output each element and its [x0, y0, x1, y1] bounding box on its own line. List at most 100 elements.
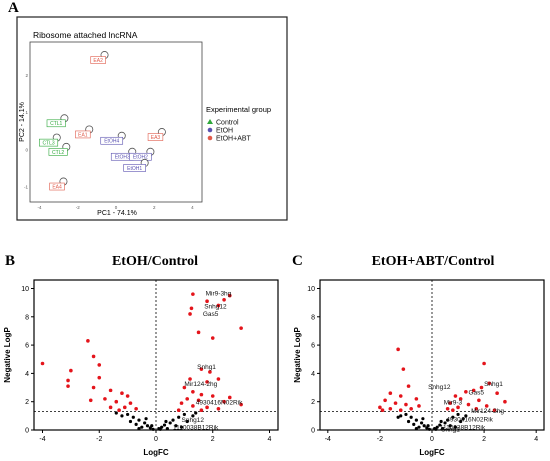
pca-sample-label-box: [75, 130, 91, 139]
vc-nonsignificant-point: [399, 414, 403, 418]
vb-significant-point: [185, 397, 190, 401]
pca-sample-label: EA4: [52, 184, 62, 190]
vb-nonsignificant-point: [164, 419, 168, 424]
vc-significant-point: [398, 394, 403, 398]
volcano-c-x-axis-label: LogFC: [419, 448, 445, 457]
pca-sample-label: EA2: [93, 58, 103, 64]
vb-nonsignificant-point: [128, 419, 133, 424]
vb-nonsignificant-point: [126, 412, 130, 417]
vc-significant-point: [453, 394, 458, 398]
vb-nonsignificant-point: [137, 418, 141, 422]
vb-significant-point: [199, 408, 204, 412]
legend-circle-marker: [207, 127, 213, 133]
vb-significant-point: [103, 397, 107, 401]
vb-gene-label: Mir124-2hg: [184, 381, 217, 388]
pca-sample-label: EA3: [151, 135, 161, 141]
pca-legend-title: Experimental group: [206, 105, 271, 114]
pca-sample-label-box: [90, 56, 106, 64]
vb-significant-point: [199, 367, 204, 371]
vb-y-tick-label: 4: [25, 371, 29, 378]
pca-sample-label-box: [48, 148, 68, 156]
vb-significant-point: [108, 388, 113, 393]
vc-gene-label: Mir9-3: [444, 400, 463, 407]
vb-nonsignificant-point: [168, 421, 172, 425]
vb-significant-point: [196, 330, 201, 335]
pca-sample-label: EtOH3: [115, 155, 130, 161]
vb-significant-point: [122, 405, 127, 410]
vb-significant-point: [97, 363, 102, 367]
vc-significant-point: [482, 361, 486, 366]
pca-x-tick-label: 0: [115, 205, 118, 210]
vb-nonsignificant-point: [182, 412, 186, 417]
vb-gene-label: Gas5: [203, 311, 219, 318]
vb-significant-point: [205, 380, 209, 384]
legend-entry-label: EtOH+ABT: [216, 136, 252, 143]
vb-significant-point: [86, 339, 90, 343]
pca-x-tick-label: -2: [76, 205, 80, 210]
volcano-b-plot-area: [33, 279, 279, 431]
vc-significant-point: [492, 408, 497, 412]
vc-y-tick-label: 8: [311, 314, 315, 321]
vc-significant-point: [479, 385, 484, 390]
vb-nonsignificant-point: [174, 424, 178, 428]
vc-significant-point: [404, 402, 408, 407]
panel-letter-a: A: [8, 0, 19, 16]
vb-significant-point: [114, 399, 119, 404]
vc-significant-point: [474, 406, 479, 411]
vc-nonsignificant-point: [419, 421, 424, 425]
vc-significant-point: [414, 397, 419, 401]
pca-sample-label-box: [49, 182, 65, 191]
pca-sample-label: EtOH2: [133, 155, 148, 161]
vb-significant-point: [196, 398, 201, 403]
vb-significant-point: [216, 303, 221, 308]
vb-x-tick-label: 4: [268, 436, 272, 443]
vb-significant-point: [189, 306, 194, 311]
volcano-b-title: EtOH/Control: [111, 254, 199, 269]
vb-nonsignificant-point: [191, 414, 195, 418]
vb-gene-label: Snhg12: [204, 303, 227, 310]
vb-significant-point: [182, 385, 187, 390]
vb-significant-point: [188, 312, 192, 316]
vc-significant-point: [378, 405, 382, 410]
pca-sample-label-box: [147, 133, 164, 141]
legend-entry-label: Control: [216, 120, 239, 127]
vc-nonsignificant-point: [443, 421, 447, 425]
vb-nonsignificant-point: [137, 426, 141, 431]
vc-gene-label: Snhg12: [428, 384, 451, 391]
pca-outer-frame: [16, 16, 288, 221]
vc-x-tick-label: -4: [325, 436, 331, 443]
vc-gene-label: 4930416N02Rik: [446, 417, 493, 424]
vb-significant-point: [205, 299, 209, 304]
vc-significant-point: [406, 384, 411, 388]
vc-significant-point: [471, 388, 476, 393]
vb-gene-label: Snhg1: [197, 364, 216, 371]
vb-nonsignificant-point: [194, 411, 198, 415]
vc-nonsignificant-point: [422, 424, 426, 428]
vc-significant-point: [388, 406, 393, 411]
vc-nonsignificant-point: [446, 418, 450, 422]
vb-significant-point: [239, 326, 243, 330]
volcano-c-plot-area: [319, 279, 545, 431]
pca-sample-label-box: [129, 152, 152, 161]
vc-significant-point: [451, 408, 455, 412]
vc-nonsignificant-point: [461, 417, 465, 421]
vb-nonsignificant-point: [114, 411, 118, 415]
vc-nonsignificant-point: [406, 419, 411, 424]
pca-y-tick-label: 1: [25, 110, 28, 115]
vc-nonsignificant-point: [439, 419, 443, 424]
vc-y-tick-label: 6: [311, 343, 315, 350]
vc-significant-point: [503, 399, 507, 404]
vb-x-tick-label: -2: [96, 436, 102, 443]
vb-significant-point: [40, 361, 45, 366]
vb-nonsignificant-point: [134, 422, 138, 426]
vc-nonsignificant-point: [426, 424, 430, 428]
vc-nonsignificant-point: [456, 412, 460, 417]
vb-significant-point: [222, 399, 226, 404]
vb-significant-point: [134, 406, 138, 411]
vc-nonsignificant-point: [427, 427, 431, 431]
vc-nonsignificant-point: [438, 423, 442, 427]
vb-x-tick-label: -4: [39, 436, 45, 443]
pca-sample-label-box: [39, 138, 59, 147]
vc-significant-point: [477, 398, 481, 403]
